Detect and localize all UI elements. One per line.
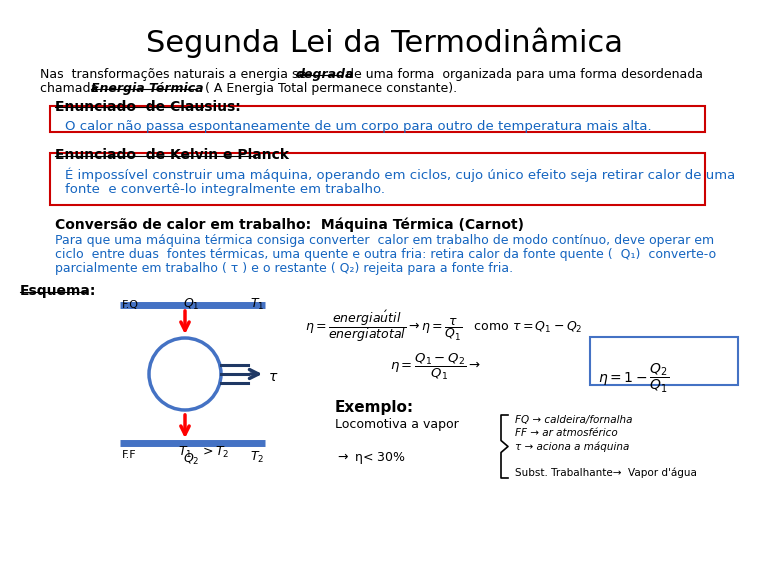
- Text: F.F: F.F: [122, 450, 137, 460]
- Text: O calor não passa espontaneamente de um corpo para outro de temperatura mais alt: O calor não passa espontaneamente de um …: [65, 120, 651, 133]
- Text: Para que uma máquina térmica consiga converter  calor em trabalho de modo contín: Para que uma máquina térmica consiga con…: [55, 234, 714, 247]
- Text: $Q_1$: $Q_1$: [183, 297, 200, 312]
- Text: $\rightarrow$ η< 30%: $\rightarrow$ η< 30%: [335, 450, 406, 466]
- Text: degrada: degrada: [296, 68, 354, 81]
- Text: $T_2$: $T_2$: [215, 445, 229, 460]
- Text: Esquema:: Esquema:: [20, 284, 96, 298]
- Text: FQ → caldeira/fornalha: FQ → caldeira/fornalha: [515, 415, 633, 425]
- Text: Conversão de calor em trabalho:  Máquina Térmica (Carnot): Conversão de calor em trabalho: Máquina …: [55, 218, 524, 233]
- Bar: [590, 337, 738, 385]
- Text: $T_1$: $T_1$: [178, 445, 192, 460]
- Text: parcialmente em trabalho ( τ ) e o restante ( Q₂) rejeita para a fonte fria.: parcialmente em trabalho ( τ ) e o resta…: [55, 262, 513, 275]
- Text: >: >: [203, 445, 214, 458]
- Text: É impossível construir uma máquina, operando em ciclos, cujo único efeito seja r: É impossível construir uma máquina, oper…: [65, 168, 735, 183]
- Text: fonte  e convertê-lo integralmente em trabalho.: fonte e convertê-lo integralmente em tra…: [65, 183, 385, 196]
- Text: $\eta = \dfrac{Q_1 - Q_2}{Q_1} \rightarrow$: $\eta = \dfrac{Q_1 - Q_2}{Q_1} \rightarr…: [390, 352, 481, 382]
- Text: $Q_2$: $Q_2$: [183, 452, 200, 467]
- Text: Enunciado  de Kelvin e Planck: Enunciado de Kelvin e Planck: [55, 148, 289, 162]
- Text: FF → ar atmosférico: FF → ar atmosférico: [515, 428, 617, 438]
- Text: Enunciado  de Clausius:: Enunciado de Clausius:: [55, 100, 240, 114]
- Text: $\eta = 1 - \dfrac{Q_2}{Q_1}$: $\eta = 1 - \dfrac{Q_2}{Q_1}$: [598, 362, 669, 395]
- Text: Segunda Lei da Termodinâmica: Segunda Lei da Termodinâmica: [145, 28, 623, 59]
- Text: Energia Térmica: Energia Térmica: [91, 82, 204, 95]
- Circle shape: [149, 338, 221, 410]
- Bar: [50, 153, 705, 205]
- Text: Nas  transformações naturais a energia se: Nas transformações naturais a energia se: [40, 68, 310, 81]
- Text: ciclo  entre duas  fontes térmicas, uma quente e outra fria: retira calor da fon: ciclo entre duas fontes térmicas, uma qu…: [55, 248, 716, 261]
- Text: Locomotiva a vapor: Locomotiva a vapor: [335, 418, 458, 431]
- Text: chamada: chamada: [40, 82, 102, 95]
- Text: de uma forma  organizada para uma forma desordenada: de uma forma organizada para uma forma d…: [342, 68, 703, 81]
- Text: . ( A Energia Total permanece constante).: . ( A Energia Total permanece constante)…: [197, 82, 457, 95]
- Text: $\tau$: $\tau$: [268, 370, 279, 384]
- Bar: [50, 106, 705, 132]
- Text: τ → aciona a máquina: τ → aciona a máquina: [515, 441, 629, 452]
- Text: $\eta = \dfrac{energia\acute{u}til}{energiatotal} \rightarrow \eta = \dfrac{\tau: $\eta = \dfrac{energia\acute{u}til}{ener…: [305, 308, 582, 344]
- Text: $T_2$: $T_2$: [250, 450, 264, 465]
- Text: F.Q: F.Q: [122, 300, 139, 310]
- Text: Exemplo:: Exemplo:: [335, 400, 414, 415]
- Text: $T_1$: $T_1$: [250, 297, 264, 312]
- Text: Subst. Trabalhante→  Vapor d'água: Subst. Trabalhante→ Vapor d'água: [515, 467, 697, 478]
